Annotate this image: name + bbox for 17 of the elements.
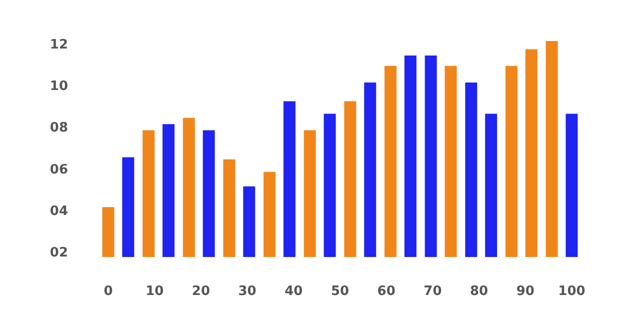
x-tick-label: 20 (192, 284, 210, 299)
x-tick-label: 50 (330, 284, 350, 299)
y-tick-label: 06 (50, 162, 68, 178)
y-tick-label: 02 (50, 245, 68, 260)
y-tick-label: 08 (50, 120, 68, 136)
y-tick-label: 12 (50, 38, 68, 53)
x-tick-label: 10 (146, 284, 164, 299)
x-tick-label: 60 (377, 284, 396, 299)
x-tick-label: 0 (104, 284, 113, 299)
x-tick-label: 90 (516, 284, 534, 299)
y-tick-label: 10 (50, 79, 68, 94)
x-tick-label: 40 (284, 284, 303, 299)
x-tick-label: 30 (238, 284, 256, 299)
x-tick-label: 70 (424, 284, 442, 299)
x-tick-label: 80 (470, 284, 488, 299)
y-tick-label: 04 (50, 204, 68, 219)
x-tick-label: 100 (558, 284, 586, 299)
